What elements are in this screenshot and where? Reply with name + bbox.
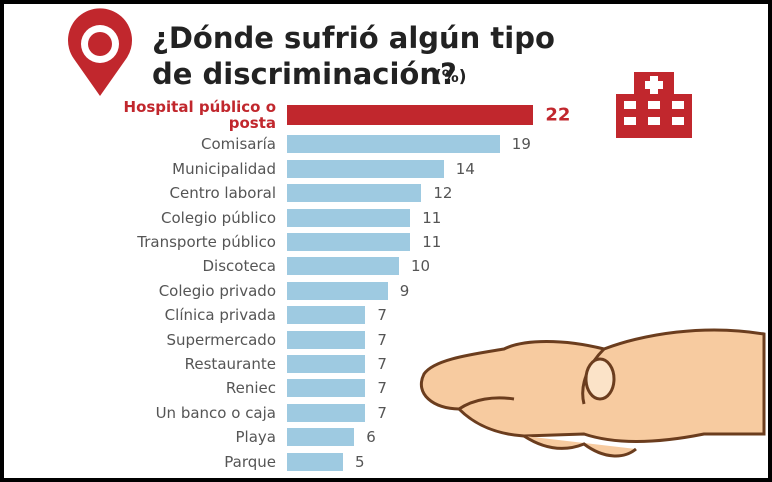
bar — [287, 330, 366, 349]
value-label: 7 — [377, 355, 387, 373]
value-label: 14 — [455, 159, 475, 178]
bar — [287, 428, 355, 447]
bar — [287, 306, 366, 325]
category-label: Centro laboral — [169, 184, 276, 203]
bar — [287, 105, 534, 125]
category-label: Playa — [235, 428, 276, 447]
value-label: 7 — [377, 403, 387, 422]
category-label: Municipalidad — [172, 159, 276, 178]
value-label: 6 — [366, 428, 376, 447]
bar — [287, 379, 366, 398]
value-label: 7 — [377, 330, 387, 349]
bar — [287, 403, 366, 422]
category-label: Transporte público — [137, 233, 276, 251]
value-label: 22 — [545, 104, 571, 126]
value-label: 9 — [399, 281, 410, 300]
category-label: Comisaría — [201, 135, 276, 154]
bar — [287, 281, 388, 300]
bar — [287, 257, 399, 276]
chart-title: de discriminación? — [152, 57, 457, 91]
value-label: 10 — [411, 257, 431, 276]
value-label: 11 — [422, 233, 442, 251]
bar — [287, 208, 411, 227]
category-label: Un banco o caja — [155, 403, 276, 422]
pointing-hand — [420, 328, 766, 458]
category-label: Restaurante — [184, 355, 276, 373]
hospital-icon — [616, 72, 692, 138]
category-label: Hospital público o posta — [123, 98, 276, 132]
category-label: Discoteca — [202, 257, 276, 276]
bar — [287, 355, 366, 373]
bar — [287, 135, 500, 154]
chart-title: ¿Dónde sufrió algún tipo — [152, 21, 555, 55]
value-label: 19 — [511, 135, 531, 154]
category-label: Supermercado — [166, 330, 277, 349]
value-label: 7 — [377, 306, 387, 325]
category-label: Colegio privado — [158, 281, 276, 300]
unit-label: (%) — [434, 67, 467, 87]
bar — [287, 452, 343, 471]
value-label: 12 — [433, 184, 453, 203]
location-pin — [68, 8, 132, 96]
value-label: 5 — [355, 452, 365, 471]
decor: ¿Dónde sufrió algún tipo de discriminaci… — [68, 8, 766, 458]
bar — [287, 233, 411, 251]
value-label: 7 — [377, 379, 387, 398]
category-label: Parque — [224, 452, 276, 471]
bar — [287, 184, 422, 203]
value-label: 11 — [422, 208, 442, 227]
category-label: Reniec — [225, 379, 276, 398]
category-label: Clínica privada — [164, 306, 276, 325]
bar — [287, 159, 444, 178]
category-label: Colegio público — [161, 208, 276, 227]
